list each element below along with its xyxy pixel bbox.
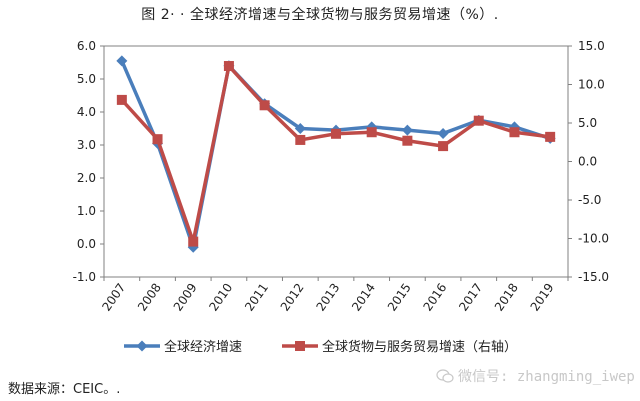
data-point: [188, 236, 199, 247]
data-point: [331, 128, 341, 139]
data-point: [402, 135, 413, 146]
x-axis-tick-label: 2013: [313, 281, 342, 314]
x-axis-tick-label: 2015: [385, 281, 414, 314]
data-point: [437, 127, 449, 139]
data-point: [545, 131, 556, 142]
right-axis-tick-label: 0.0: [578, 155, 597, 169]
x-axis-tick-label: 2014: [349, 281, 378, 314]
source-note: 数据来源：CEIC。.: [8, 382, 121, 397]
data-point: [294, 123, 306, 134]
left-axis-tick-label: 2.0: [77, 171, 96, 185]
wechat-icon: [436, 369, 454, 383]
x-axis-tick-label: 2010: [206, 281, 235, 314]
x-axis-tick-label: 2009: [171, 281, 200, 314]
data-point: [508, 121, 520, 133]
left-axis-tick-label: 3.0: [77, 138, 96, 152]
chart-title: 图 2· · 全球经济增速与全球货物与服务贸易增速（%）.: [141, 7, 499, 23]
x-axis-tick-label: 2017: [456, 281, 485, 314]
data-point: [259, 100, 270, 111]
left-axis-tick-label: 6.0: [77, 39, 96, 53]
data-point: [116, 94, 127, 105]
data-point: [366, 127, 377, 138]
x-axis-tick-label: 2018: [492, 281, 521, 314]
left-axis-tick-label: 0.0: [77, 237, 96, 251]
data-point: [152, 134, 163, 145]
series-line: [120, 64, 551, 244]
legend-label: 全球经济增速: [164, 339, 242, 355]
left-axis-tick-label: 5.0: [77, 72, 96, 86]
watermark: 微信号: zhangming_iwep: [436, 366, 635, 386]
x-axis-tick-label: 2012: [278, 281, 307, 314]
right-axis-tick-label: 5.0: [578, 116, 597, 130]
right-axis-tick-label: -15.0: [578, 270, 609, 284]
legend-marker: [136, 340, 148, 352]
right-axis-tick-label: -10.0: [578, 232, 609, 246]
legend-marker: [295, 341, 305, 351]
data-point: [438, 141, 449, 152]
data-point: [116, 55, 128, 67]
data-point: [401, 124, 413, 136]
plot-frame: [103, 45, 569, 278]
right-axis-tick-label: -5.0: [578, 193, 601, 207]
data-point: [295, 134, 306, 145]
x-axis-tick-label: 2019: [528, 281, 557, 314]
data-point: [509, 127, 520, 138]
x-axis-tick-label: 2016: [421, 281, 450, 314]
right-axis-tick-label: 15.0: [578, 39, 605, 53]
left-axis-tick-label: 1.0: [77, 204, 96, 218]
x-axis-tick-label: 2007: [99, 281, 128, 314]
left-axis-tick-label: 4.0: [77, 105, 96, 119]
x-axis-tick-label: 2008: [135, 281, 164, 314]
right-axis-tick-label: 10.0: [578, 78, 605, 92]
watermark-text: 微信号: zhangming_iwep: [458, 369, 635, 385]
x-axis-tick-label: 2011: [242, 281, 271, 314]
left-axis-tick-label: -1.0: [73, 270, 96, 284]
data-point: [223, 61, 234, 72]
legend-label: 全球货物与服务贸易增速（右轴）: [322, 339, 517, 355]
data-point: [473, 115, 484, 126]
data-point: [366, 121, 378, 133]
